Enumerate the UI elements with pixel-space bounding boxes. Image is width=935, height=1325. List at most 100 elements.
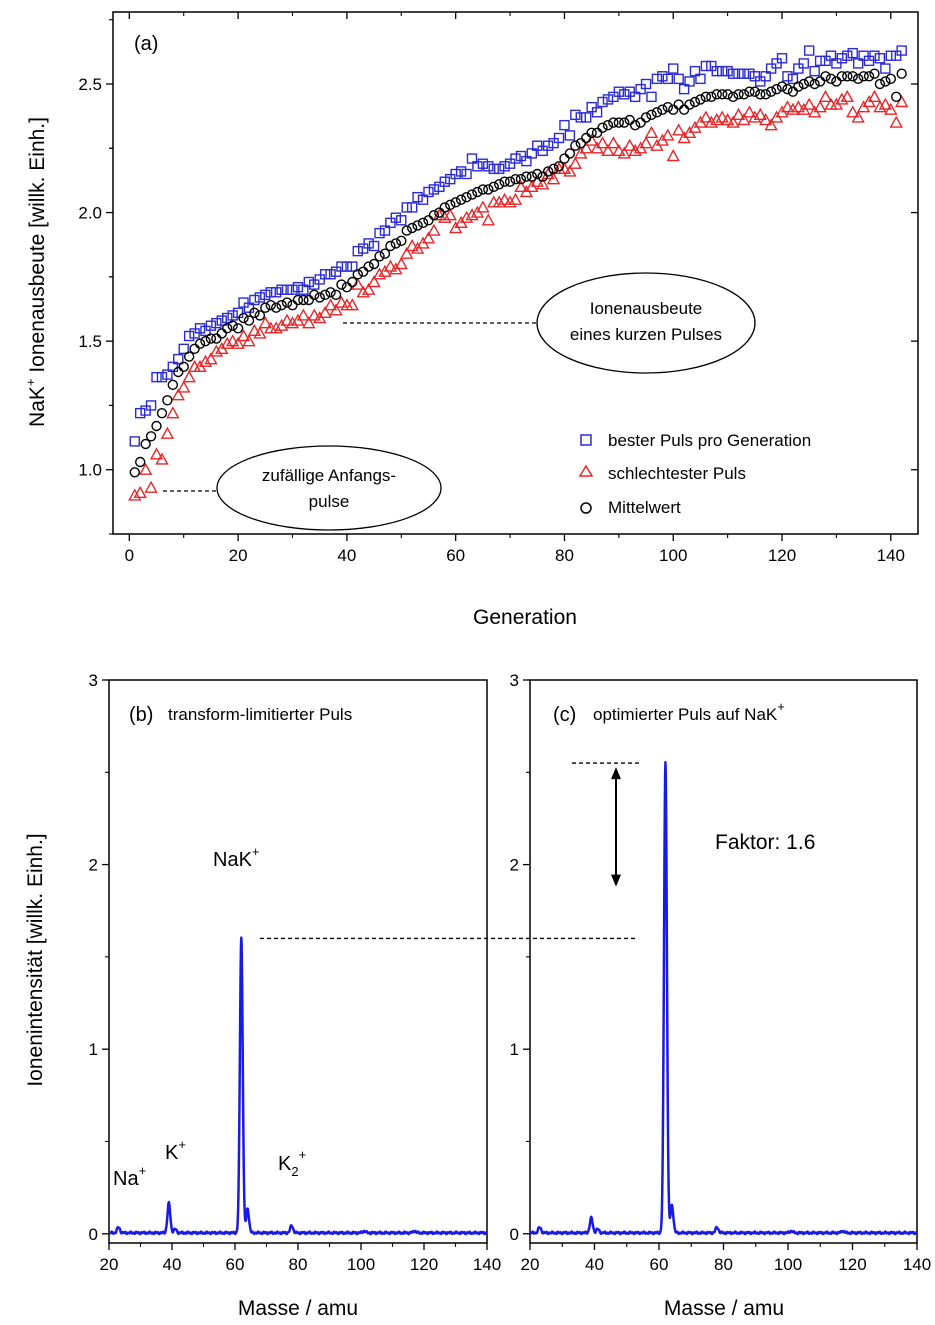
point-mean <box>684 99 695 110</box>
point-worst <box>253 326 267 339</box>
point-best <box>401 202 412 213</box>
legend: bester Puls pro Generation schlechtester… <box>578 431 811 517</box>
legend-label-worst: schlechtester Puls <box>608 464 746 483</box>
point-worst <box>601 143 615 157</box>
point-mean <box>249 307 260 319</box>
point-mean <box>793 81 804 92</box>
point-best <box>809 65 820 77</box>
point-mean <box>831 76 842 87</box>
point-mean <box>678 104 690 115</box>
point-best <box>151 371 162 383</box>
point-worst <box>318 305 332 319</box>
point-best <box>629 91 641 103</box>
point-best <box>836 53 848 64</box>
point-worst <box>503 195 517 208</box>
point-best <box>711 65 722 77</box>
point-worst <box>514 179 528 193</box>
point-worst <box>329 303 343 316</box>
point-best <box>167 361 179 373</box>
point-worst <box>427 223 441 236</box>
point-worst <box>171 388 185 401</box>
point-worst <box>568 156 583 169</box>
point-worst <box>394 257 408 270</box>
point-worst <box>476 200 490 213</box>
point-worst <box>584 133 599 146</box>
point-mean <box>532 168 543 180</box>
y-tick-label: 1 <box>89 1040 98 1059</box>
point-worst <box>258 316 272 329</box>
point-worst <box>481 213 495 226</box>
point-mean <box>602 119 614 131</box>
point-mean <box>493 179 505 190</box>
y-tick-label: 0 <box>89 1225 98 1244</box>
x-tick-label-a: 60 <box>446 546 465 565</box>
point-best <box>232 307 244 319</box>
point-mean <box>869 68 880 79</box>
annotation-short-text-2: eines kurzen Pulses <box>570 325 722 344</box>
point-worst <box>720 113 735 126</box>
panel-c-axes: 20 40 60 80 100 120 140 0 1 2 3 <box>510 671 932 1274</box>
point-mean <box>243 315 255 326</box>
point-worst <box>421 231 436 244</box>
point-best <box>738 68 750 79</box>
point-mean <box>238 312 249 324</box>
x-tick-label-a: 100 <box>659 546 687 565</box>
point-best <box>542 140 554 151</box>
point-worst <box>726 115 740 128</box>
point-mean <box>461 191 472 203</box>
point-worst <box>764 118 778 131</box>
point-worst <box>878 97 893 110</box>
point-best <box>260 289 271 301</box>
point-worst <box>840 89 854 103</box>
point-mean <box>820 71 831 82</box>
point-mean <box>874 78 886 90</box>
point-worst <box>612 143 626 157</box>
point-mean <box>564 148 576 159</box>
point-worst <box>128 488 142 501</box>
annotation-random-text-2: pulse <box>309 492 350 511</box>
point-best <box>814 55 826 67</box>
point-mean <box>804 76 815 87</box>
point-worst <box>225 334 240 347</box>
point-mean <box>716 89 728 100</box>
point-worst <box>307 308 321 321</box>
point-mean <box>776 81 788 92</box>
point-best <box>559 119 570 131</box>
point-mean <box>695 94 706 105</box>
y-tick-label: 0 <box>510 1225 519 1244</box>
point-worst <box>160 426 175 439</box>
point-best <box>804 45 815 56</box>
point-best <box>651 73 663 85</box>
point-best <box>483 161 494 172</box>
point-worst <box>802 97 816 110</box>
point-best <box>145 400 157 411</box>
point-best <box>428 184 440 195</box>
point-mean <box>455 194 467 205</box>
point-worst <box>155 452 169 465</box>
point-worst <box>748 110 762 123</box>
point-mean <box>885 73 897 85</box>
x-tick-label: 20 <box>521 1255 540 1274</box>
x-tick-label: 140 <box>473 1255 501 1274</box>
panel-a-ylabel: NaK+ Ionenausbeute [willk. Einh.] <box>23 117 49 427</box>
point-mean <box>314 292 325 303</box>
point-mean <box>836 71 848 82</box>
legend-label-mean: Mittelwert <box>608 498 681 517</box>
point-worst <box>247 323 262 337</box>
point-mean <box>341 281 353 293</box>
point-worst <box>166 406 180 419</box>
point-mean <box>635 117 646 128</box>
point-best <box>488 163 499 175</box>
y-tick-label: 1 <box>510 1040 519 1059</box>
point-worst <box>323 298 338 311</box>
point-best <box>847 47 858 59</box>
point-worst <box>438 210 452 223</box>
x-tick-label-a: 120 <box>768 546 796 565</box>
point-worst <box>242 334 256 347</box>
point-mean <box>755 89 766 100</box>
y-tick-label-a: 1.5 <box>78 332 102 351</box>
point-worst <box>894 95 909 108</box>
point-worst <box>851 110 865 123</box>
x-tick-label: 100 <box>347 1255 375 1274</box>
